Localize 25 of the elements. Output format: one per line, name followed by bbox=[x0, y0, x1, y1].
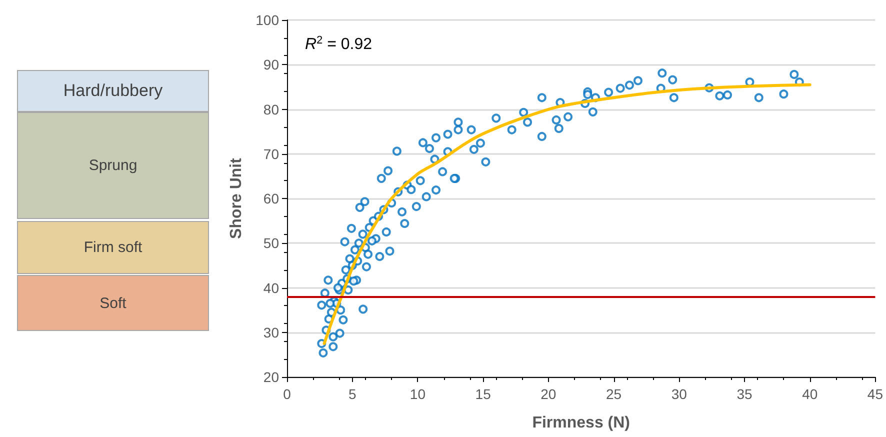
y-axis-title: Shore Unit bbox=[228, 157, 246, 239]
text: Hard/rubbery bbox=[63, 81, 163, 101]
y-tick-label: 40 bbox=[263, 280, 280, 296]
y-tick-label: 90 bbox=[263, 56, 280, 73]
x-tick-label: 35 bbox=[736, 386, 752, 402]
x-tick-label: 5 bbox=[348, 386, 356, 402]
x-tick-label: 0 bbox=[283, 386, 292, 402]
y-tick-label: 50 bbox=[263, 235, 280, 252]
x-tick-label: 45 bbox=[867, 386, 884, 402]
x-tick-label: 40 bbox=[802, 386, 818, 402]
x-tick-label: 30 bbox=[671, 386, 688, 402]
x-tick-label: 15 bbox=[475, 386, 492, 402]
text: Sprung bbox=[88, 157, 138, 174]
text: Soft bbox=[100, 294, 126, 312]
y-tick-label: 100 bbox=[256, 12, 280, 28]
x-tick-label: 25 bbox=[606, 386, 622, 402]
y-tick-label: 20 bbox=[263, 369, 280, 385]
text: Firm soft bbox=[84, 239, 142, 256]
y-tick-label: 30 bbox=[263, 324, 280, 340]
y-tick-label: 60 bbox=[263, 190, 280, 206]
x-tick-label: 10 bbox=[410, 386, 426, 402]
x-tick-label: 20 bbox=[540, 386, 556, 402]
y-tick-label: 70 bbox=[263, 146, 280, 162]
x-axis-title: Firmness (N) bbox=[532, 414, 630, 432]
y-tick-label: 80 bbox=[263, 101, 280, 118]
